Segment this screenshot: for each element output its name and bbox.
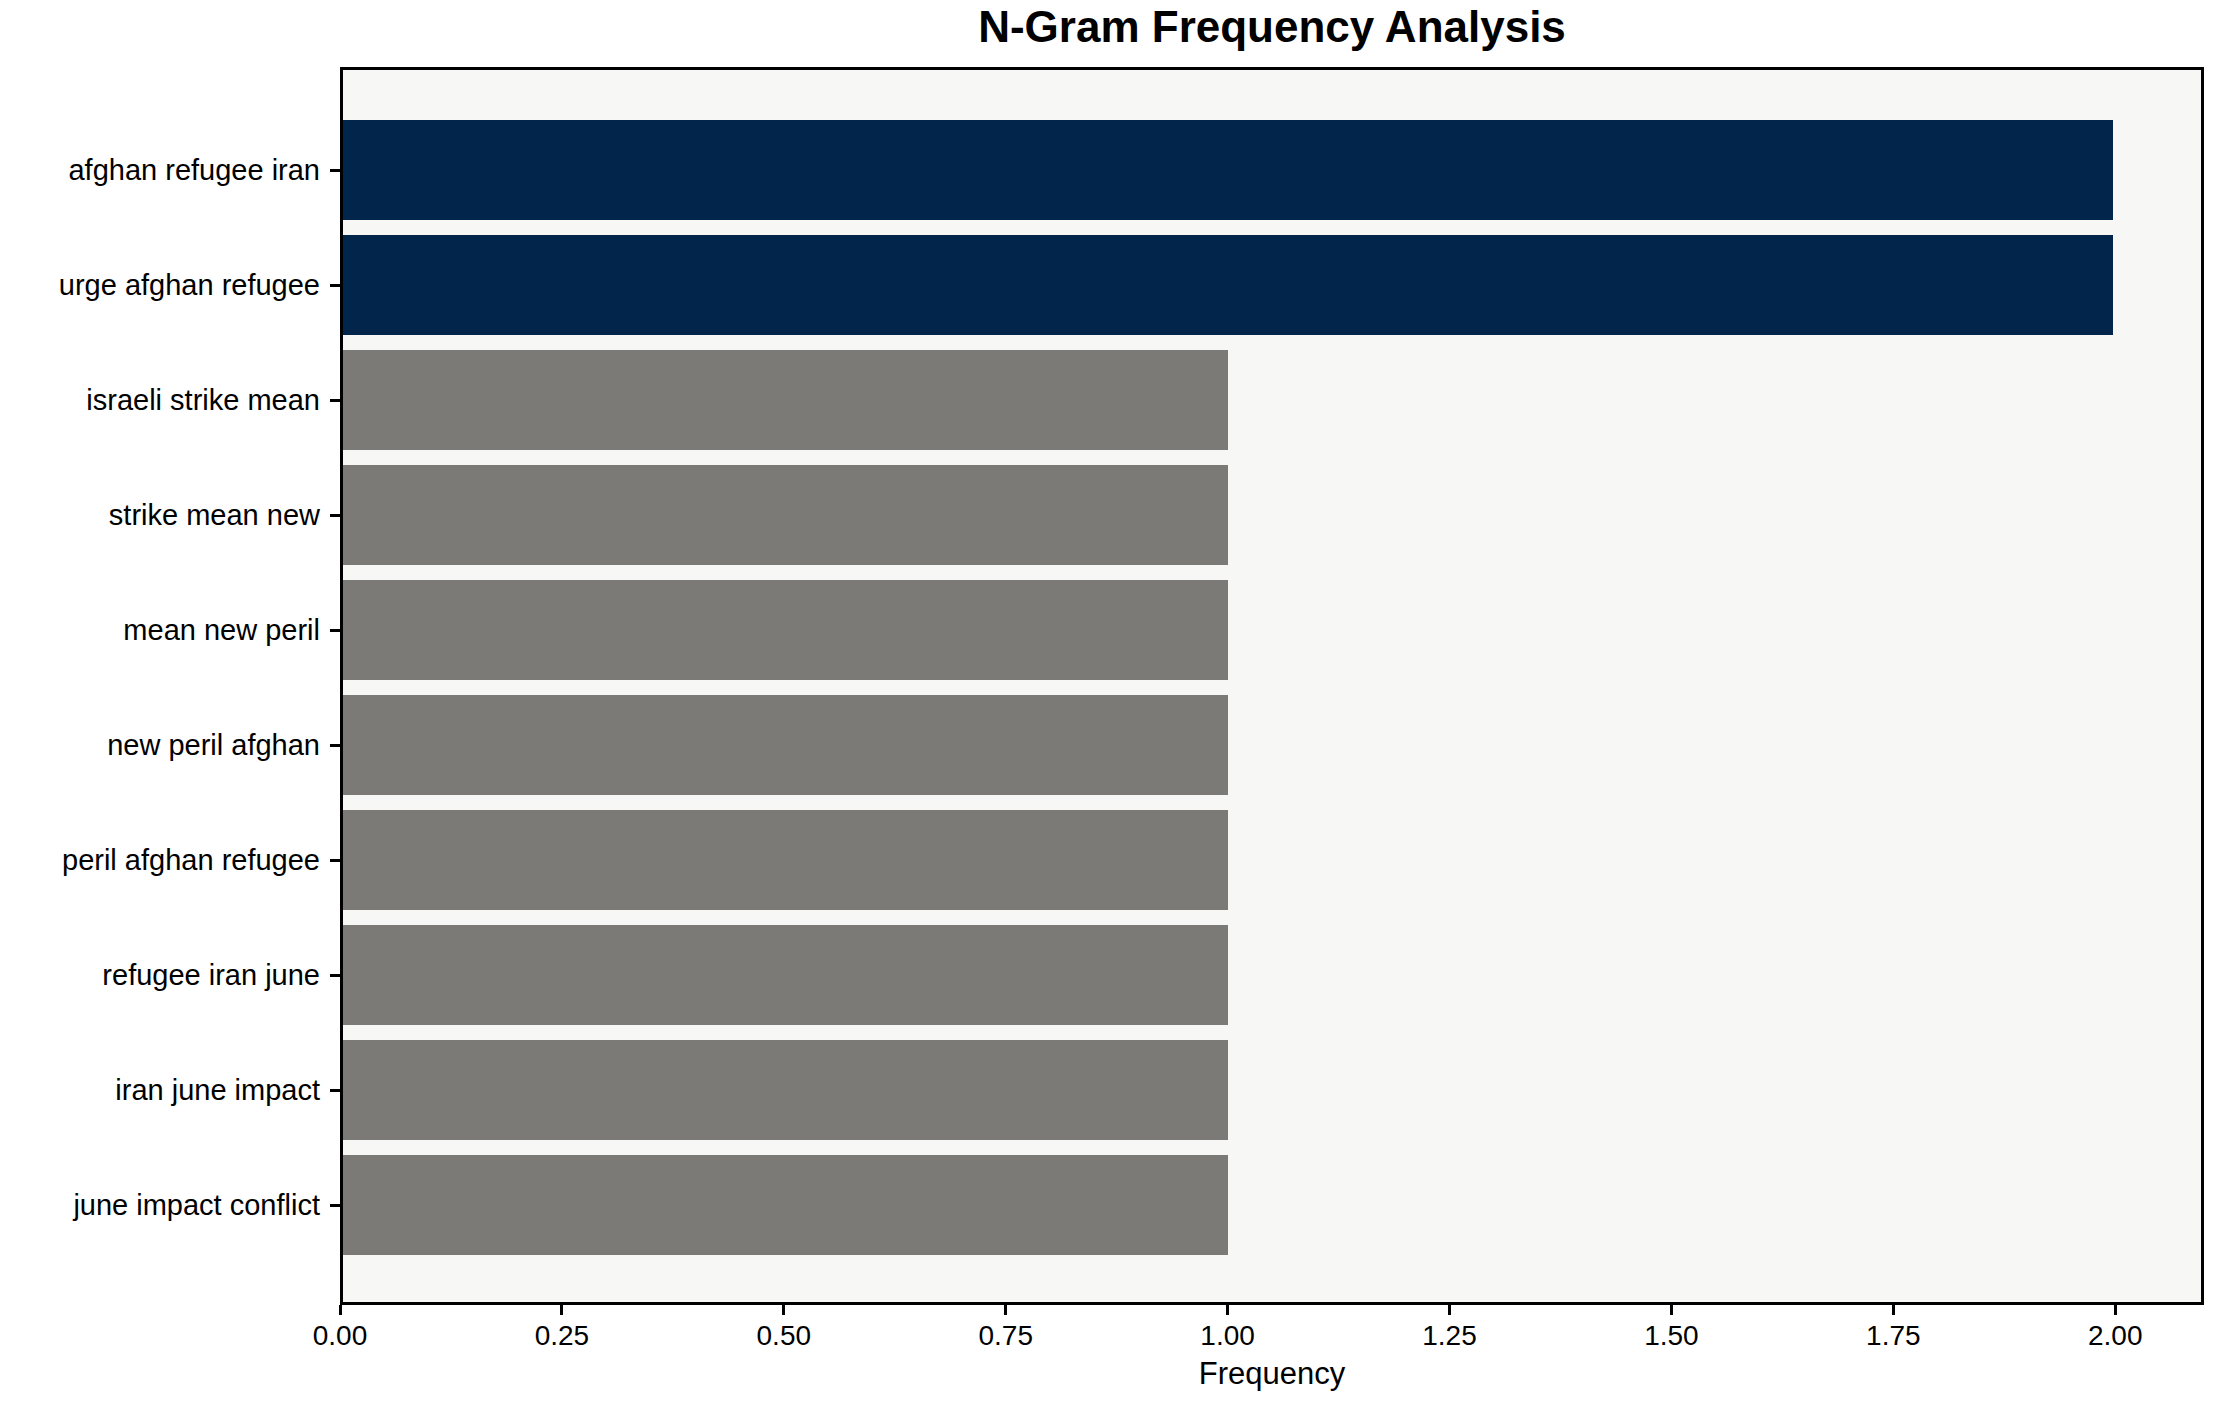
x-tick-mark xyxy=(1448,1305,1451,1315)
y-tick-mark xyxy=(330,284,340,287)
bar xyxy=(343,810,1228,910)
x-tick-label: 0.75 xyxy=(936,1320,1076,1352)
bar-row xyxy=(343,120,2201,220)
bar-row xyxy=(343,810,2201,910)
x-tick-label: 0.25 xyxy=(492,1320,632,1352)
x-tick-mark xyxy=(560,1305,563,1315)
bar-row xyxy=(343,695,2201,795)
x-tick-label: 1.00 xyxy=(1158,1320,1298,1352)
y-tick-mark xyxy=(330,974,340,977)
x-tick-label: 0.00 xyxy=(270,1320,410,1352)
bar-chart-figure: N-Gram Frequency Analysis afghan refugee… xyxy=(0,0,2220,1414)
y-tick-label: peril afghan refugee xyxy=(0,840,320,880)
x-tick-mark xyxy=(2114,1305,2117,1315)
x-tick-mark xyxy=(1004,1305,1007,1315)
bar-row xyxy=(343,580,2201,680)
x-axis-label: Frequency xyxy=(340,1356,2204,1392)
x-tick-mark xyxy=(1892,1305,1895,1315)
bar-row xyxy=(343,1040,2201,1140)
y-tick-label: urge afghan refugee xyxy=(0,265,320,305)
y-tick-label: new peril afghan xyxy=(0,725,320,765)
bar xyxy=(343,350,1228,450)
x-tick-label: 1.75 xyxy=(1823,1320,1963,1352)
x-tick-label: 1.50 xyxy=(1601,1320,1741,1352)
bar-row xyxy=(343,925,2201,1025)
bar xyxy=(343,465,1228,565)
y-tick-mark xyxy=(330,399,340,402)
x-tick-label: 1.25 xyxy=(1380,1320,1520,1352)
x-tick-mark xyxy=(339,1305,342,1315)
x-tick-label: 0.50 xyxy=(714,1320,854,1352)
x-tick-label: 2.00 xyxy=(2045,1320,2185,1352)
y-tick-mark xyxy=(330,1204,340,1207)
chart-title: N-Gram Frequency Analysis xyxy=(340,2,2204,52)
y-tick-mark xyxy=(330,629,340,632)
bar-row xyxy=(343,350,2201,450)
plot-area xyxy=(340,67,2204,1305)
y-tick-mark xyxy=(330,514,340,517)
y-tick-mark xyxy=(330,744,340,747)
y-tick-label: mean new peril xyxy=(0,610,320,650)
bar-row xyxy=(343,465,2201,565)
bar xyxy=(343,695,1228,795)
bar-row xyxy=(343,1155,2201,1255)
bar xyxy=(343,1155,1228,1255)
x-tick-mark xyxy=(782,1305,785,1315)
y-tick-label: israeli strike mean xyxy=(0,380,320,420)
bar xyxy=(343,925,1228,1025)
bar xyxy=(343,120,2113,220)
bar xyxy=(343,1040,1228,1140)
bar xyxy=(343,235,2113,335)
bars-container xyxy=(343,70,2201,1302)
y-tick-label: afghan refugee iran xyxy=(0,150,320,190)
bar-row xyxy=(343,235,2201,335)
x-tick-mark xyxy=(1226,1305,1229,1315)
y-tick-label: strike mean new xyxy=(0,495,320,535)
x-tick-mark xyxy=(1670,1305,1673,1315)
y-tick-label: refugee iran june xyxy=(0,955,320,995)
bar xyxy=(343,580,1228,680)
y-tick-mark xyxy=(330,169,340,172)
y-tick-label: iran june impact xyxy=(0,1070,320,1110)
y-tick-label: june impact conflict xyxy=(0,1185,320,1225)
y-tick-mark xyxy=(330,859,340,862)
y-tick-mark xyxy=(330,1089,340,1092)
